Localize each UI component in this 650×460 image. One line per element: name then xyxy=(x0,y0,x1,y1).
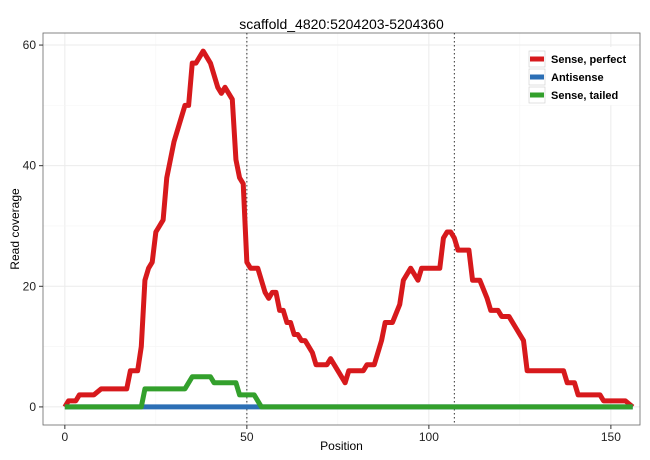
x-axis-title: Position xyxy=(320,439,363,453)
series-line-sense-perfect xyxy=(62,48,635,409)
panel-border xyxy=(42,32,641,426)
x-tick-label: 0 xyxy=(61,430,68,444)
y-tick-label: 60 xyxy=(23,38,37,52)
chart-title: scaffold_4820:5204203-5204360 xyxy=(239,16,444,32)
legend: Sense, perfect Antisense Sense, tailed xyxy=(527,47,627,105)
series-layer xyxy=(62,48,635,410)
y-tick-label: 40 xyxy=(23,159,37,173)
y-tick-label: 0 xyxy=(29,400,36,414)
y-axis-title: Read coverage xyxy=(8,188,22,270)
x-tick-label: 100 xyxy=(419,430,439,444)
series-line-sense-tailed xyxy=(64,374,633,410)
legend-key-swatch xyxy=(530,56,544,62)
legend-label: Antisense xyxy=(551,72,604,84)
x-tick-label: 150 xyxy=(601,430,621,444)
y-tick-label: 20 xyxy=(23,279,37,293)
legend-label: Sense, perfect xyxy=(551,54,627,66)
vertical-reference-lines xyxy=(246,33,455,425)
axes: 0 50 100 150 0 20 40 60 xyxy=(23,38,622,444)
grid xyxy=(43,33,640,425)
legend-label: Sense, tailed xyxy=(551,90,618,102)
legend-key-swatch xyxy=(530,74,544,80)
x-tick-label: 50 xyxy=(240,430,254,444)
legend-key-swatch xyxy=(530,92,544,98)
